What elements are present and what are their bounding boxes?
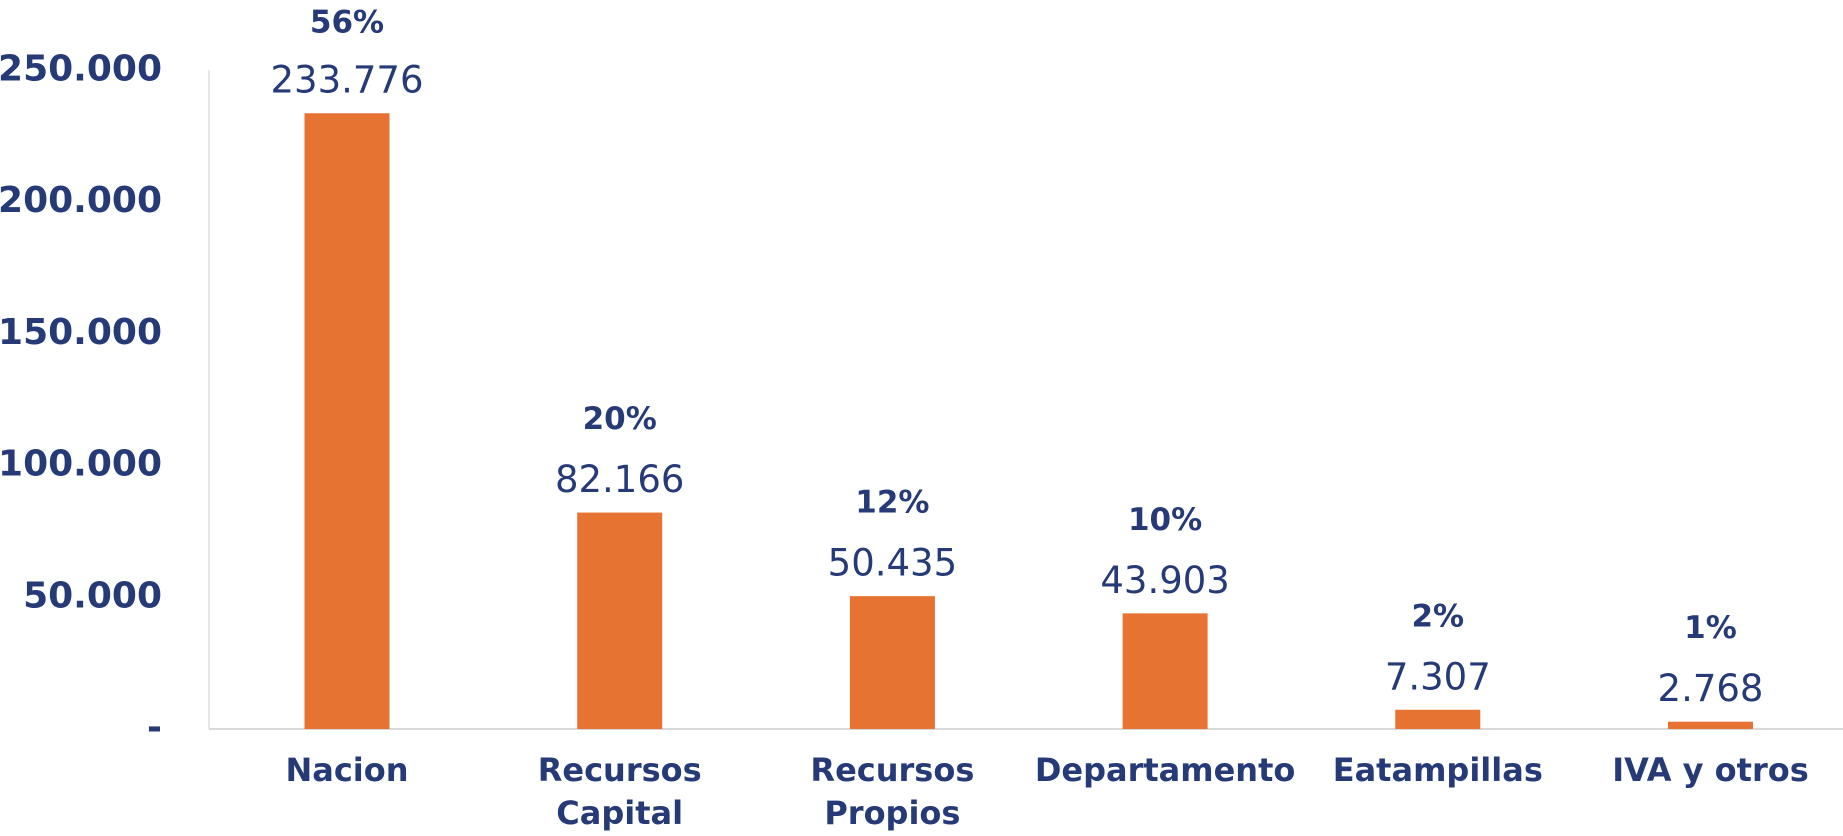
value-label: 233.776	[270, 59, 423, 102]
x-tick-label: Capital	[556, 794, 683, 832]
bar	[304, 113, 390, 730]
value-label: 7.307	[1385, 655, 1491, 698]
y-tick-label: -	[147, 707, 162, 748]
x-tick-label: Nacion	[285, 751, 408, 789]
y-tick-label: 200.000	[0, 180, 162, 221]
y-tick-label: 150.000	[0, 312, 162, 353]
x-tick-label: Recursos	[810, 751, 974, 789]
value-label: 82.166	[555, 458, 684, 501]
bar	[1122, 613, 1208, 729]
value-label: 50.435	[828, 542, 957, 585]
bar	[577, 512, 663, 729]
x-tick-label: Recursos	[538, 751, 702, 789]
value-label: 2.768	[1658, 667, 1764, 710]
share-label: 10%	[1128, 502, 1202, 538]
bar	[849, 596, 935, 729]
share-label: 56%	[310, 5, 384, 41]
x-tick-label: IVA y otros	[1612, 751, 1809, 789]
y-tick-label: 250.000	[0, 49, 162, 90]
share-label: 2%	[1411, 598, 1464, 634]
bar	[1668, 721, 1753, 729]
share-label: 20%	[583, 401, 657, 437]
share-label: 12%	[855, 485, 929, 521]
x-tick-label: Propios	[824, 794, 960, 832]
y-tick-label: 100.000	[0, 444, 162, 485]
y-tick-label: 50.000	[23, 575, 162, 616]
x-tick-label: Eatampillas	[1333, 751, 1543, 789]
bar	[1395, 709, 1481, 729]
share-label: 1%	[1684, 610, 1737, 646]
x-tick-label: Departamento	[1035, 751, 1296, 789]
value-label: 43.903	[1100, 559, 1229, 602]
